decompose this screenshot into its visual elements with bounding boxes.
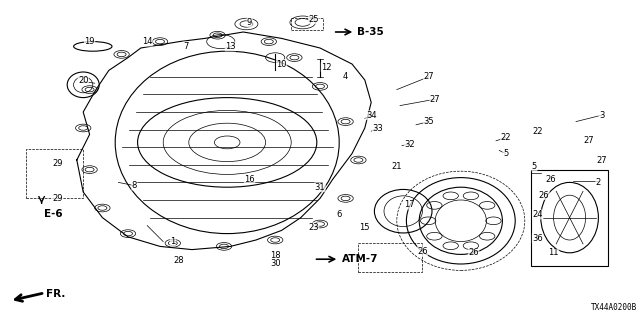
Text: 26: 26 xyxy=(468,248,479,257)
Text: 27: 27 xyxy=(584,136,594,145)
Text: 20: 20 xyxy=(78,76,88,84)
Text: 25: 25 xyxy=(308,15,319,24)
Text: FR.: FR. xyxy=(46,289,65,299)
Text: 9: 9 xyxy=(247,18,252,27)
Text: B-35: B-35 xyxy=(357,27,384,37)
Text: E-6: E-6 xyxy=(44,209,62,219)
Text: ATM-7: ATM-7 xyxy=(342,254,378,264)
Text: 11: 11 xyxy=(548,248,559,257)
Text: 36: 36 xyxy=(532,234,543,243)
Text: 13: 13 xyxy=(225,42,236,51)
Bar xyxy=(26,149,83,198)
Text: 7: 7 xyxy=(183,42,188,51)
Text: 29: 29 xyxy=(52,194,63,203)
Bar xyxy=(291,18,323,30)
Text: 17: 17 xyxy=(404,200,415,209)
Bar xyxy=(358,243,422,272)
Text: 33: 33 xyxy=(372,124,383,132)
Text: 5: 5 xyxy=(503,149,508,158)
Text: 12: 12 xyxy=(321,63,332,72)
Text: 18: 18 xyxy=(270,252,280,260)
Text: 34: 34 xyxy=(366,111,376,120)
Text: 27: 27 xyxy=(430,95,440,104)
Text: 31: 31 xyxy=(315,183,325,192)
Text: 28: 28 xyxy=(174,256,184,265)
Text: 24: 24 xyxy=(532,210,543,219)
Text: 26: 26 xyxy=(545,175,556,184)
Text: 26: 26 xyxy=(539,191,549,200)
Text: 14: 14 xyxy=(142,37,152,46)
Text: 35: 35 xyxy=(424,117,434,126)
Text: 27: 27 xyxy=(424,72,434,81)
Text: 6: 6 xyxy=(337,210,342,219)
Text: 22: 22 xyxy=(532,127,543,136)
Text: 27: 27 xyxy=(596,156,607,164)
Text: 21: 21 xyxy=(392,162,402,171)
Text: 30: 30 xyxy=(270,260,280,268)
Text: 8: 8 xyxy=(132,181,137,190)
Text: 23: 23 xyxy=(308,223,319,232)
Text: 5: 5 xyxy=(532,162,537,171)
Text: 22: 22 xyxy=(500,133,511,142)
Text: 10: 10 xyxy=(276,60,287,68)
Text: 32: 32 xyxy=(404,140,415,148)
Text: 4: 4 xyxy=(343,72,348,81)
Text: 1: 1 xyxy=(170,237,175,246)
Text: 26: 26 xyxy=(417,247,428,256)
Text: 29: 29 xyxy=(52,159,63,168)
Text: 16: 16 xyxy=(244,175,255,184)
Text: 3: 3 xyxy=(599,111,604,120)
Text: 15: 15 xyxy=(360,223,370,232)
Text: 2: 2 xyxy=(596,178,601,187)
Bar xyxy=(531,170,608,266)
Text: 19: 19 xyxy=(84,37,95,46)
Text: TX44A0200B: TX44A0200B xyxy=(591,303,637,312)
